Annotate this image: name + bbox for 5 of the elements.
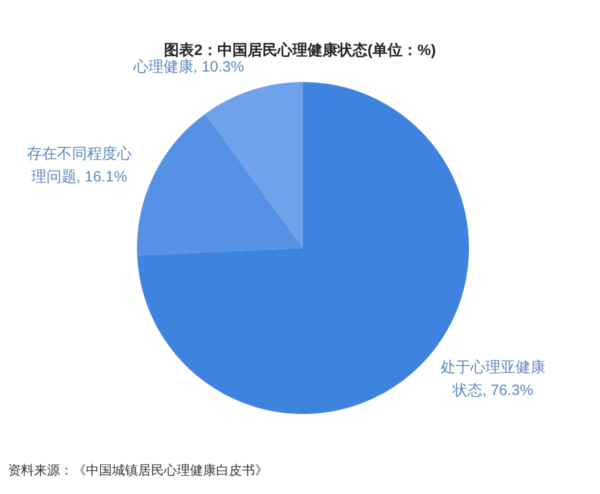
slice-label: 心理健康, 10.3% (132, 58, 244, 76)
chart-title: 图表2：中国居民心理健康状态(单位：%) (164, 41, 436, 60)
slice-label: 处于心理亚健康状态, 76.3% (440, 358, 546, 399)
text: 资料来源：《中国城镇居民心理健康白皮书》 (8, 462, 268, 478)
slice-label: 存在不同程度心理问题, 16.1% (26, 145, 132, 186)
